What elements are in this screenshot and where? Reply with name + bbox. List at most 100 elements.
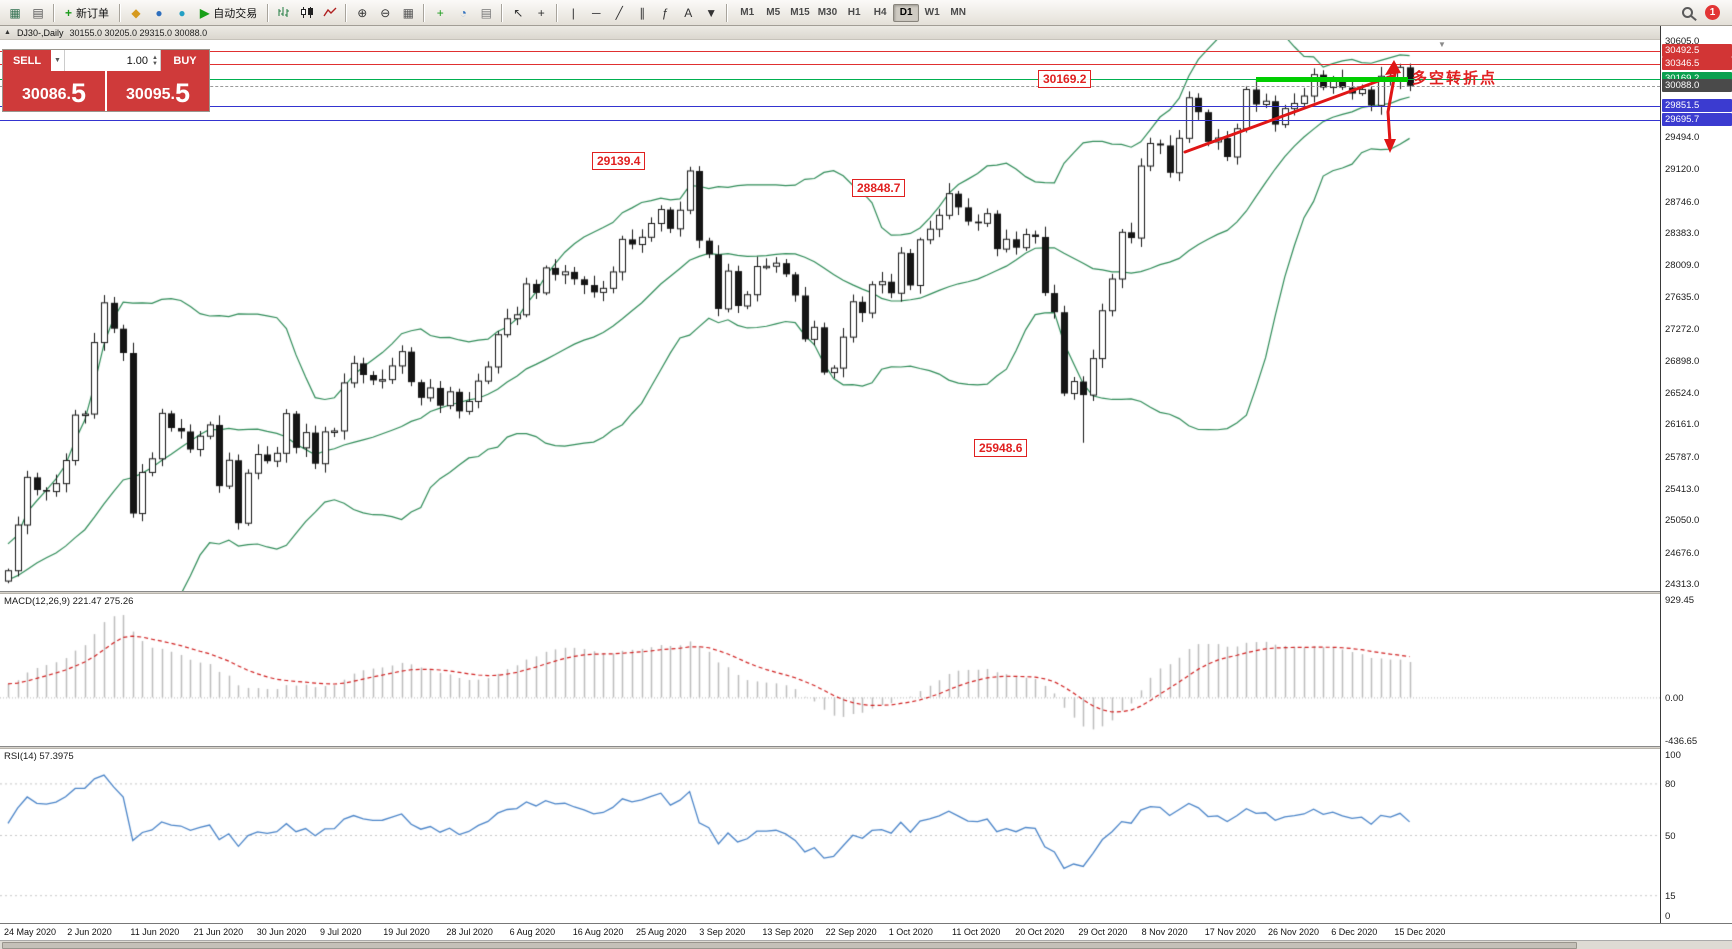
- price-tag-30492.5: 30492.5: [1662, 43, 1732, 57]
- date-label: 1 Oct 2020: [888, 927, 933, 937]
- timeframe-toolbar: M1 M5 M15 M30 H1 H4 D1 W1 MN: [734, 3, 971, 22]
- rsi-axis-label: 80: [1665, 779, 1676, 791]
- notification-badge[interactable]: 1: [1705, 5, 1720, 20]
- vertical-line-icon[interactable]: |: [571, 5, 575, 20]
- volume-up-button[interactable]: ▲: [152, 54, 158, 61]
- main-chart[interactable]: 30169.2 29139.4 28848.7 25948.6 多空转折点 ▼ …: [0, 40, 1660, 591]
- rsi-label: RSI(14) 57.3975: [4, 751, 74, 762]
- buy-price[interactable]: 30095. 5: [107, 71, 209, 111]
- timeframe-mn[interactable]: MN: [950, 7, 966, 18]
- date-label: 2 Jun 2020: [67, 927, 112, 937]
- timeframe-m30[interactable]: M30: [817, 7, 838, 18]
- macd-axis-label: 929.45: [1665, 595, 1695, 606]
- turning-point-label[interactable]: 多空转折点: [1412, 70, 1498, 87]
- cursor-icon[interactable]: ↖: [513, 5, 524, 20]
- price-annotation-29139[interactable]: 29139.4: [592, 152, 646, 170]
- macd-canvas[interactable]: [0, 594, 1660, 746]
- search-icon[interactable]: [1682, 7, 1693, 18]
- candlestick-chart-icon[interactable]: [296, 3, 318, 23]
- resistance-line-segment[interactable]: [1256, 77, 1408, 82]
- scrollbar-thumb[interactable]: [2, 942, 1577, 949]
- new-order-button-glyph: +: [65, 5, 73, 20]
- timeframe-h4[interactable]: H4: [873, 7, 887, 18]
- chart-titlebar[interactable]: ▲ DJ30-,Daily 30155.0 30205.0 29315.0 30…: [0, 26, 1660, 40]
- sell-price-main: 30086.: [22, 86, 71, 103]
- zoom-in-icon[interactable]: ⊕: [357, 5, 368, 20]
- line-chart-icon[interactable]: [319, 3, 341, 23]
- volume-down-button[interactable]: ▼: [152, 60, 158, 67]
- fibonacci-icon[interactable]: ƒ: [661, 5, 669, 20]
- price-axis[interactable]: 30605.0 29494.0 29120.0 28746.0 28383.0 28009…: [1660, 26, 1732, 923]
- templates-icon[interactable]: ▤: [480, 5, 492, 20]
- macd-panel[interactable]: [0, 594, 1660, 746]
- order-type-dropdown[interactable]: ▼: [51, 50, 65, 71]
- panel-separator-rsi[interactable]: [0, 746, 1732, 749]
- text-icon[interactable]: A: [684, 5, 693, 20]
- toolbar-separator: [726, 3, 729, 22]
- data-window-icon[interactable]: ●: [155, 5, 163, 20]
- auto-trading-button[interactable]: ▶ 自动交易: [194, 3, 263, 23]
- date-label: 26 Nov 2020: [1268, 927, 1320, 937]
- price-axis-label: 25787.0: [1665, 451, 1700, 463]
- toolbar-separator: [267, 3, 270, 22]
- date-label: 6 Aug 2020: [509, 927, 556, 937]
- arrows-icon[interactable]: ▼: [705, 5, 718, 20]
- rsi-axis-label: 100: [1665, 750, 1681, 761]
- community-icon[interactable]: ●: [178, 5, 186, 20]
- timeframe-m1[interactable]: M1: [740, 7, 755, 18]
- candlestick-canvas[interactable]: [0, 40, 1660, 591]
- price-tag-29851.5: 29851.5: [1662, 99, 1732, 113]
- timeframe-w1[interactable]: W1: [924, 7, 940, 18]
- indicators-icon[interactable]: +: [436, 5, 444, 20]
- crosshair-icon[interactable]: +: [537, 5, 545, 20]
- toolbar-separator: [53, 3, 55, 22]
- timeframe-h1[interactable]: H1: [847, 7, 861, 18]
- price-annotation-30169[interactable]: 30169.2: [1038, 70, 1092, 88]
- channel-icon[interactable]: ∥: [639, 5, 646, 20]
- zoom-out-icon[interactable]: ⊖: [380, 5, 391, 20]
- new-order-button[interactable]: + 新订单: [59, 3, 115, 23]
- sell-price[interactable]: 30086. 5: [3, 71, 105, 111]
- time-axis[interactable]: 24 May 2020 2 Jun 2020 11 Jun 2020 21 Jun 2…: [0, 923, 1732, 940]
- trendline-icon[interactable]: ╱: [615, 5, 623, 20]
- market-depth-icon[interactable]: ◆: [131, 5, 141, 20]
- price-axis-label: 26898.0: [1665, 355, 1700, 367]
- chart-window-icon[interactable]: ▦: [9, 5, 21, 20]
- volume-input[interactable]: 1.00 ▲ ▼: [65, 50, 161, 71]
- timeframe-d1[interactable]: D1: [893, 3, 920, 22]
- profiles-icon[interactable]: ▤: [32, 5, 44, 20]
- chart-ohlc-values: 30155.0 30205.0 29315.0 30088.0: [69, 27, 208, 38]
- date-label: 21 Jun 2020: [193, 927, 244, 937]
- horizontal-line-icon[interactable]: ─: [591, 5, 601, 20]
- periods-icon[interactable]: ◔: [459, 5, 467, 20]
- price-axis-label: 27635.0: [1665, 292, 1700, 304]
- bars-chart-icon[interactable]: [273, 3, 295, 23]
- rsi-axis-label: 0: [1665, 911, 1671, 922]
- toolbar-separator: [345, 3, 348, 22]
- tile-windows-icon[interactable]: ▦: [402, 5, 414, 20]
- date-label: 16 Aug 2020: [572, 927, 624, 937]
- horizontal-scrollbar[interactable]: [0, 940, 1732, 949]
- toolbar-separator: [423, 3, 426, 22]
- buy-button[interactable]: BUY: [161, 50, 209, 71]
- timeframe-m5[interactable]: M5: [766, 7, 781, 18]
- timeframe-m15[interactable]: M15: [790, 7, 810, 18]
- price-axis-label: 28746.0: [1665, 196, 1700, 208]
- toolbar-icon-group: ▦ ▤ + 新订单 ◆ ● ● ▶ 自动交易 ⊕ ⊖ ▦ + ◔ ▤ ↖ + | ─ ╱ ∥ ƒ A ▼: [4, 3, 731, 23]
- date-label: 6 Dec 2020: [1331, 927, 1378, 937]
- price-annotation-25948[interactable]: 25948.6: [974, 439, 1028, 457]
- date-label: 3 Sep 2020: [699, 927, 746, 937]
- date-label: 20 Oct 2020: [1015, 927, 1065, 937]
- sell-button[interactable]: SELL: [3, 50, 51, 71]
- panel-separator-macd[interactable]: [0, 591, 1732, 594]
- chart-shift-marker[interactable]: ▼: [1438, 40, 1446, 49]
- rsi-panel[interactable]: [0, 749, 1660, 921]
- price-annotation-28848[interactable]: 28848.7: [852, 179, 906, 197]
- date-label: 13 Sep 2020: [762, 927, 814, 937]
- toolbar-right-group: 1: [1682, 5, 1728, 20]
- price-axis-label: 24676.0: [1665, 547, 1700, 559]
- date-label: 15 Dec 2020: [1394, 927, 1446, 937]
- rsi-canvas[interactable]: [0, 749, 1660, 921]
- rsi-axis-label: 50: [1665, 831, 1676, 842]
- price-axis-label: 27272.0: [1665, 323, 1700, 335]
